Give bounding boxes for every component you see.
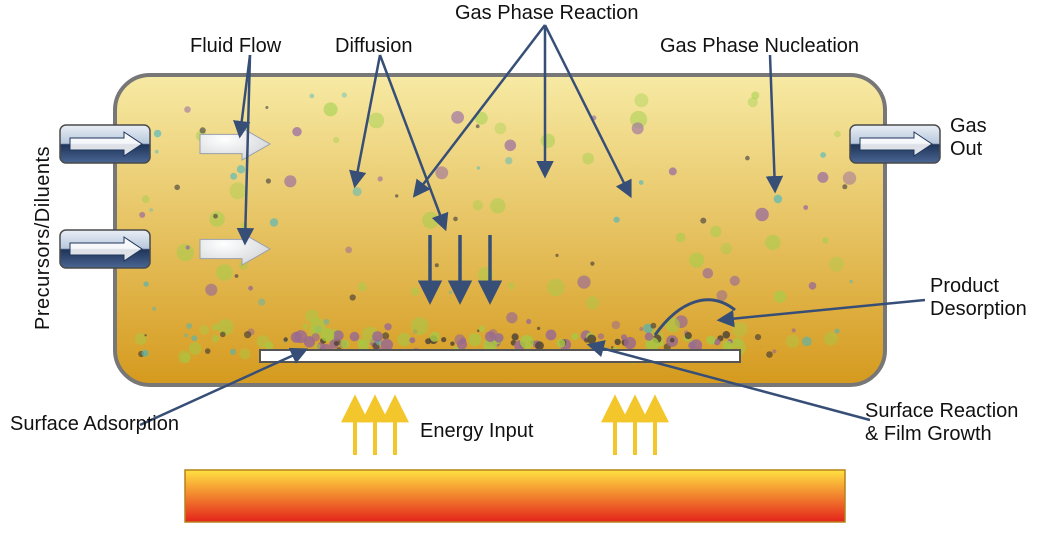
inlet-port-1 bbox=[60, 125, 150, 163]
energy-input-label: Energy Input bbox=[420, 420, 533, 443]
product-desorption-label: Product Desorption bbox=[930, 275, 1027, 321]
heater-bar bbox=[185, 470, 845, 522]
inlet-port-2 bbox=[60, 230, 150, 268]
surface-adsorption-label: Surface Adsorption bbox=[10, 413, 179, 436]
gas-out-label: Gas Out bbox=[950, 115, 987, 161]
surface-reaction-label: Surface Reaction & Film Growth bbox=[865, 400, 1018, 446]
gas-phase-reaction-label: Gas Phase Reaction bbox=[455, 2, 638, 25]
fluid-flow-label: Fluid Flow bbox=[190, 35, 281, 58]
diffusion-label: Diffusion bbox=[335, 35, 412, 58]
precursors-label: Precursors/Diluents bbox=[32, 146, 55, 330]
outlet-port bbox=[850, 125, 940, 163]
substrate bbox=[260, 350, 740, 362]
gas-phase-nucleation-label: Gas Phase Nucleation bbox=[660, 35, 859, 58]
